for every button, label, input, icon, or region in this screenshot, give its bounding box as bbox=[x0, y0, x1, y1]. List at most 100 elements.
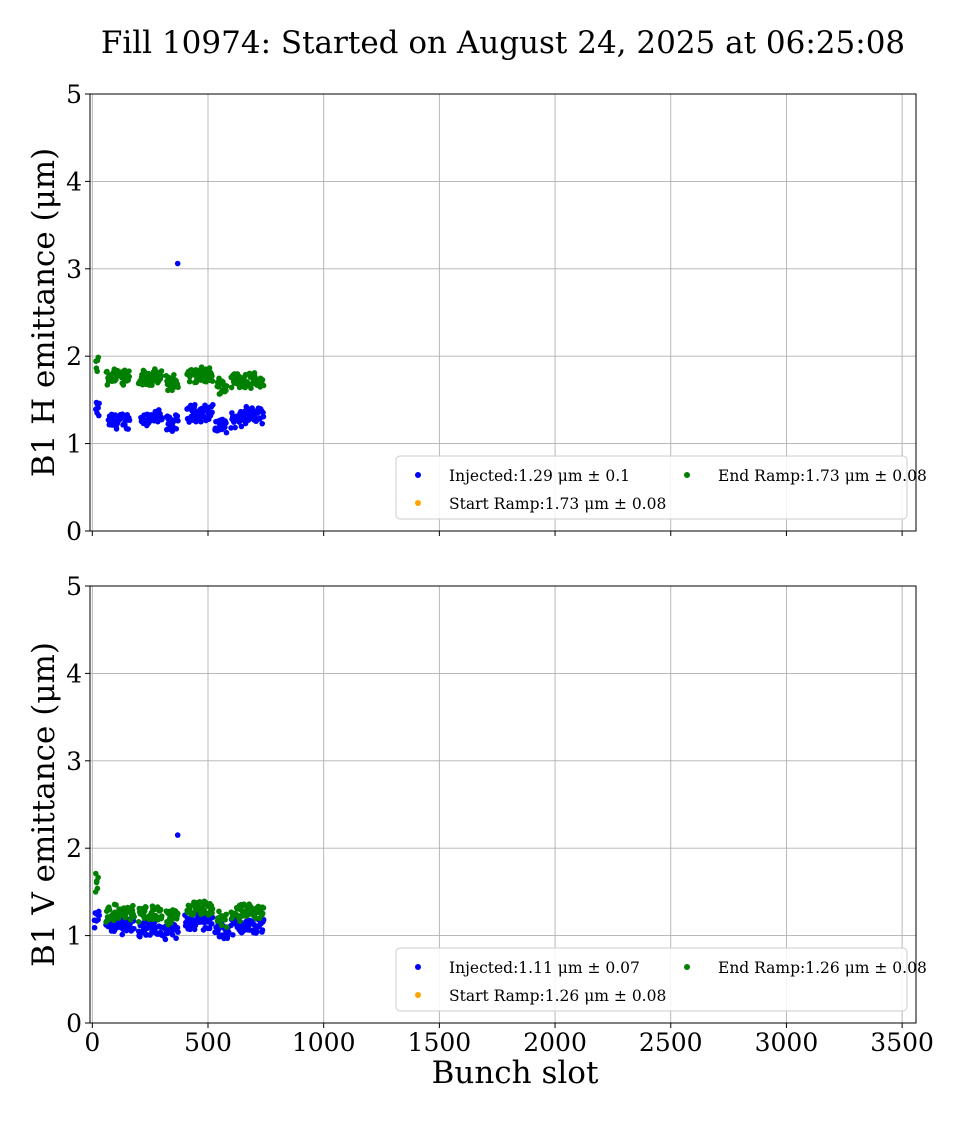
legend-box bbox=[395, 455, 908, 520]
data-point-injected bbox=[259, 420, 266, 427]
data-point-injected bbox=[260, 409, 266, 416]
y-tick-label: 4 bbox=[66, 167, 82, 196]
legend-marker-end_ramp bbox=[684, 472, 690, 478]
x-tick-label: 1500 bbox=[408, 1028, 472, 1057]
data-point-end_ramp bbox=[209, 910, 215, 916]
data-point-injected bbox=[198, 418, 204, 425]
legend: Injected:1.11 μm ± 0.07 Start Ramp:1.26 μ… bbox=[395, 947, 927, 1012]
data-point-end_ramp bbox=[248, 385, 254, 391]
data-point-injected bbox=[174, 924, 181, 931]
legend-label-end_ramp: End Ramp:1.26 μm ± 0.08 bbox=[718, 959, 927, 977]
y-tick-label: 3 bbox=[66, 255, 82, 284]
data-point-injected bbox=[91, 924, 98, 931]
data-point-end_ramp bbox=[222, 916, 228, 923]
data-point-end_ramp bbox=[260, 905, 267, 911]
legend-marker-end_ramp bbox=[684, 964, 690, 970]
x-tick-label: 0 bbox=[84, 1028, 100, 1057]
data-point-injected bbox=[228, 425, 234, 431]
data-point-end_ramp bbox=[209, 906, 216, 912]
data-point-injected bbox=[209, 409, 215, 416]
x-tick-label: 3000 bbox=[755, 1028, 819, 1057]
data-point-end_ramp bbox=[106, 906, 113, 913]
data-point-injected bbox=[162, 936, 169, 943]
data-point-end_ramp bbox=[206, 365, 213, 371]
data-point-end_ramp bbox=[104, 368, 110, 375]
legend-box bbox=[395, 947, 908, 1012]
legend-marker-start_ramp bbox=[415, 500, 421, 506]
data-point-injected bbox=[253, 928, 260, 935]
data-point-injected bbox=[113, 426, 120, 432]
data-point-injected bbox=[96, 400, 102, 407]
data-point-end_ramp bbox=[209, 373, 215, 379]
data-point-injected bbox=[192, 401, 198, 408]
y-tick-label: 1 bbox=[66, 430, 82, 459]
data-point-injected bbox=[159, 416, 165, 423]
data-point-injected bbox=[223, 429, 230, 436]
data-point-end_ramp bbox=[237, 918, 243, 925]
data-point-injected bbox=[222, 424, 228, 431]
data-point-end_ramp bbox=[218, 922, 225, 929]
chart-panel-h: 0 1 2 3 4 5 B1 H emittance (μm) Injected:1.29 μ… bbox=[26, 80, 927, 546]
data-point-end_ramp bbox=[94, 368, 100, 375]
y-tick-label: 2 bbox=[66, 342, 82, 371]
data-point-injected bbox=[131, 925, 137, 932]
data-point-injected bbox=[175, 417, 181, 424]
plot-frame bbox=[89, 93, 917, 532]
data-point-end_ramp bbox=[223, 383, 230, 389]
data-point-end_ramp bbox=[158, 373, 165, 379]
data-point-end_ramp bbox=[92, 870, 99, 877]
data-point-injected bbox=[225, 929, 232, 935]
data-point-end_ramp bbox=[175, 384, 181, 391]
data-point-end_ramp bbox=[190, 911, 197, 917]
y-tick-label: 3 bbox=[66, 747, 82, 776]
data-point-end_ramp bbox=[143, 904, 149, 911]
data-point-injected bbox=[126, 417, 133, 424]
data-point-end_ramp bbox=[157, 906, 164, 913]
data-point-end_ramp bbox=[260, 382, 267, 389]
data-point-end_ramp bbox=[259, 910, 266, 917]
legend-marker-start_ramp bbox=[415, 992, 421, 998]
legend-marker-injected bbox=[415, 964, 421, 970]
data-point-injected bbox=[223, 420, 229, 426]
data-point-end_ramp bbox=[158, 368, 165, 374]
data-point-end_ramp bbox=[186, 378, 193, 385]
data-point-injected bbox=[95, 405, 101, 411]
data-point-injected bbox=[204, 919, 210, 925]
x-tick-label: 3500 bbox=[870, 1028, 934, 1057]
data-point-end_ramp bbox=[126, 373, 133, 380]
x-axis-label: Bunch slot bbox=[432, 1055, 599, 1091]
data-point-end_ramp bbox=[94, 885, 101, 892]
data-point-end_ramp bbox=[223, 387, 229, 394]
data-point-injected bbox=[206, 925, 213, 932]
data-point-injected bbox=[96, 412, 102, 419]
data-point-injected bbox=[119, 931, 126, 938]
x-tick-label: 1000 bbox=[292, 1028, 356, 1057]
data-point-end_ramp bbox=[158, 913, 165, 919]
data-point-injected bbox=[125, 426, 131, 432]
x-tick-label: 2000 bbox=[523, 1028, 587, 1057]
data-point-end_ramp bbox=[95, 354, 102, 361]
legend-label-injected: Injected:1.11 μm ± 0.07 bbox=[449, 959, 640, 977]
chart-title: Fill 10974: Started on August 24, 2025 a… bbox=[101, 25, 905, 61]
data-point-end_ramp bbox=[130, 902, 136, 909]
data-point-injected bbox=[95, 916, 101, 923]
data-point-injected bbox=[175, 929, 181, 935]
data-point-end_ramp bbox=[171, 372, 177, 378]
chart-panel-v: 0 500 1000 1500 2000 2500 3000 3500 0 1 2 3 4 5 B1 V e… bbox=[26, 572, 934, 1091]
data-point-injected bbox=[173, 425, 180, 432]
data-point-injected bbox=[173, 935, 179, 942]
data-point-injected bbox=[96, 912, 103, 919]
data-point-injected bbox=[169, 932, 176, 938]
y-tick-label: 0 bbox=[66, 517, 82, 546]
data-point-end_ramp bbox=[259, 377, 266, 383]
legend-label-end_ramp: End Ramp:1.73 μm ± 0.08 bbox=[718, 467, 927, 485]
legend: Injected:1.29 μm ± 0.1 Start Ramp:1.73 μm… bbox=[395, 455, 927, 520]
data-point-end_ramp bbox=[216, 908, 222, 915]
y-axis-label: B1 V emittance (μm) bbox=[26, 642, 62, 967]
y-tick-label: 1 bbox=[66, 922, 82, 951]
y-tick-label: 5 bbox=[66, 572, 82, 601]
data-point-end_ramp bbox=[236, 373, 243, 380]
plot-frame bbox=[89, 585, 917, 1024]
